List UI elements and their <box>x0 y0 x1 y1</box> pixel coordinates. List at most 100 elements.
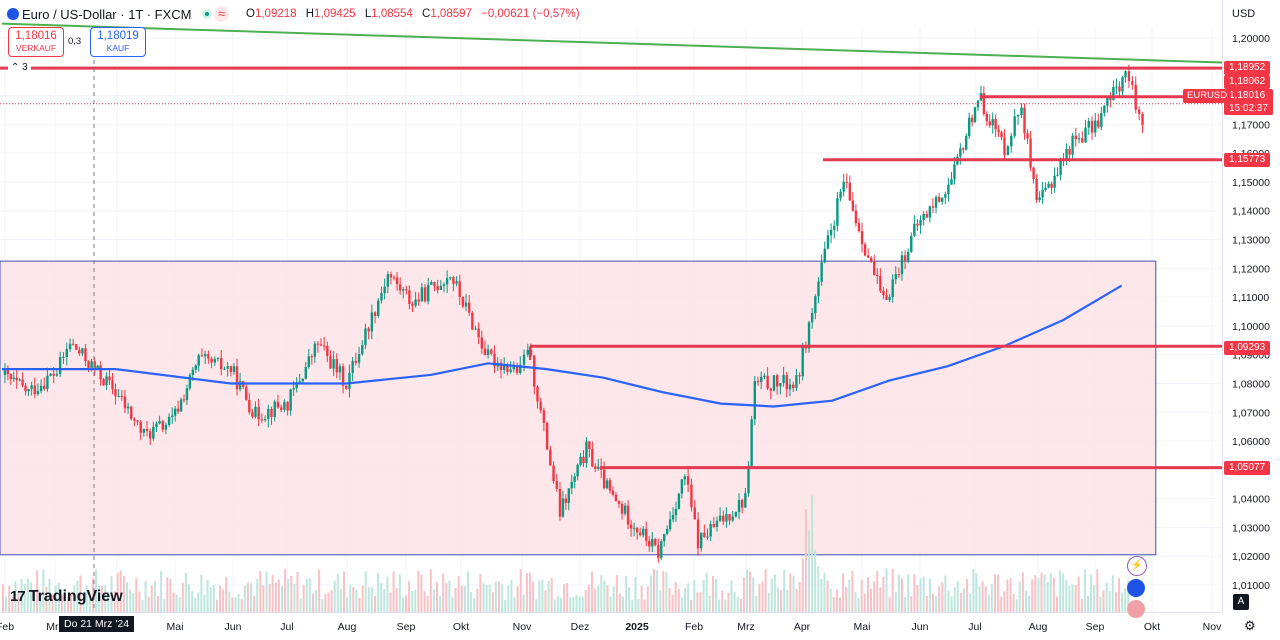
volume-bar <box>1018 581 1021 612</box>
volume-bar <box>808 530 810 612</box>
currency-selector[interactable]: USD <box>1232 8 1256 20</box>
volume-bar <box>138 591 141 612</box>
volume-bar <box>705 573 708 612</box>
candle-body <box>148 431 152 439</box>
candle-body <box>158 421 161 424</box>
volume-bar <box>1012 594 1015 612</box>
volume-bar <box>367 587 370 612</box>
candle-body <box>345 385 348 389</box>
buy-button[interactable]: 1,18019 KAUF <box>90 27 146 57</box>
volume-bar <box>253 596 256 612</box>
candle-body <box>93 361 96 369</box>
volume-bar <box>144 581 147 612</box>
candle-body <box>1109 98 1112 100</box>
data-feed-icon: ≈ <box>214 6 230 22</box>
volume-bar <box>181 582 184 612</box>
candle-body <box>1032 167 1035 179</box>
time-axis-separator <box>0 612 1222 613</box>
symbol-title[interactable]: Euro / US-Dollar · 1T · FXCM <box>22 7 192 22</box>
volume-bar <box>231 597 234 612</box>
candle-body <box>753 380 756 420</box>
volume-bar <box>959 592 962 612</box>
volume-bar <box>420 574 423 612</box>
candle-body <box>430 282 433 285</box>
candle-body <box>552 465 555 482</box>
volume-bar <box>451 597 454 612</box>
volume-bar <box>175 594 178 612</box>
candle-body <box>1056 174 1059 176</box>
candle-body <box>24 385 27 392</box>
candle-body <box>1097 120 1100 128</box>
candle-body <box>665 529 669 534</box>
us-flag-icon[interactable] <box>1127 600 1145 618</box>
volume-bar <box>659 590 662 612</box>
candle-body <box>332 359 335 369</box>
candle-body <box>15 377 18 381</box>
candle-body <box>866 255 870 258</box>
candle-body <box>55 374 59 376</box>
volume-bar <box>721 590 724 612</box>
volume-bar <box>14 581 17 612</box>
indicator-count: 3 <box>22 62 28 73</box>
volume-bar <box>414 589 417 612</box>
buy-price: 1,18019 <box>97 30 139 42</box>
candle-body <box>310 356 314 358</box>
x-tick-label: Dez <box>571 621 590 633</box>
candle-body <box>1112 86 1115 100</box>
chart-header: Euro / US-Dollar · 1T · FXCM ≈ O1,09218 … <box>0 0 1222 28</box>
eu-flag-icon[interactable] <box>1127 579 1145 597</box>
volume-bar <box>76 580 79 612</box>
volume-bar <box>925 595 928 612</box>
candle-body <box>1038 197 1041 201</box>
volume-bar <box>532 581 535 612</box>
volume-bar <box>606 585 609 612</box>
candle-body <box>245 387 248 400</box>
volume-bar <box>256 578 259 612</box>
chevron-up-icon: ⌃ <box>11 62 20 73</box>
candle-body <box>1106 98 1109 106</box>
x-tick-label: Aug <box>1029 621 1048 633</box>
candle-body <box>380 293 383 301</box>
candle-body <box>1047 183 1050 188</box>
candle-body <box>1053 175 1056 188</box>
candle-body <box>542 410 546 423</box>
auto-scale-button[interactable]: A <box>1233 594 1249 610</box>
volume-bar <box>835 589 838 612</box>
candle-body <box>46 375 49 390</box>
support-zone <box>0 260 1157 556</box>
candle-body <box>283 401 286 410</box>
sell-button[interactable]: 1,18016 VERKAUF <box>8 27 64 57</box>
volume-bar <box>656 570 659 612</box>
candle-body <box>728 514 731 521</box>
volume-bar <box>866 577 869 612</box>
volume-bar <box>966 578 969 612</box>
volume-bar <box>355 589 358 612</box>
volume-bar <box>163 599 166 612</box>
volume-bar <box>1071 584 1074 612</box>
volume-bar <box>829 588 832 612</box>
candle-body <box>36 390 40 395</box>
y-tick-label: 1,20000 <box>1232 33 1270 45</box>
volume-bar <box>271 574 274 612</box>
volume-bar <box>445 583 448 612</box>
volume-bar <box>324 594 327 612</box>
flash-icon[interactable]: ⚡ <box>1127 556 1147 576</box>
candle-body <box>1124 71 1127 78</box>
volume-bar <box>172 592 175 612</box>
candle-body <box>885 295 888 300</box>
candle-body <box>807 322 811 349</box>
candle-body <box>668 519 672 530</box>
candle-body <box>509 369 512 372</box>
gear-icon[interactable]: ⚙ <box>1244 618 1256 633</box>
candle-body <box>133 418 136 421</box>
candle-body <box>167 416 171 425</box>
candle-body <box>536 386 539 402</box>
volume-bar <box>293 583 296 612</box>
volume-bar <box>690 599 693 612</box>
volume-bar <box>476 588 479 612</box>
indicators-toggle[interactable]: ⌃ 3 <box>8 62 31 73</box>
sell-label: VERKAUF <box>15 43 57 53</box>
candle-body <box>502 364 506 371</box>
candle-body <box>1068 148 1071 155</box>
